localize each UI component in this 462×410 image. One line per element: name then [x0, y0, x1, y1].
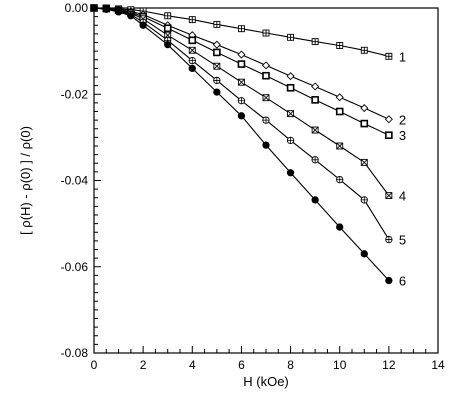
data-point [360, 119, 369, 128]
data-point [360, 250, 368, 258]
data-point [102, 5, 110, 13]
data-point [164, 41, 172, 49]
data-point [384, 115, 393, 124]
data-point [287, 33, 295, 41]
data-point [287, 110, 295, 118]
data-point [385, 235, 393, 244]
series-label: 4 [399, 189, 406, 204]
data-point [262, 94, 270, 102]
data-point [164, 12, 172, 20]
y-tick-label: -0.06 [61, 260, 89, 274]
data-point [311, 96, 319, 104]
series-label: 6 [399, 274, 406, 289]
data-point [262, 141, 270, 149]
plot-area: 0 2 4 6 8 10 12 14 0.00-0.02-0.04-0.06-0.08 123… [61, 1, 445, 372]
x-tick-label: 8 [287, 358, 294, 372]
data-point [237, 97, 246, 105]
data-point [213, 62, 221, 70]
x-tick-label: 4 [189, 358, 196, 372]
data-point [237, 25, 245, 33]
data-point [262, 29, 270, 37]
data-point [188, 64, 196, 73]
data-point [237, 50, 246, 59]
data-point [360, 196, 368, 204]
y-tick-label: -0.04 [61, 174, 89, 188]
data-point [311, 156, 319, 164]
data-point [237, 112, 246, 120]
data-point [286, 136, 295, 145]
fit-lines [93, 7, 390, 281]
data-point [213, 20, 221, 28]
series-label: 2 [399, 112, 406, 127]
data-point [336, 42, 344, 49]
data-point [335, 93, 344, 102]
data-point [360, 104, 369, 113]
data-points [89, 3, 393, 285]
data-point [262, 116, 270, 124]
data-point [336, 223, 344, 231]
x-tick-label: 6 [238, 358, 245, 372]
data-point [237, 78, 245, 86]
data-point [90, 4, 98, 12]
x-tick-label: 12 [382, 358, 396, 372]
data-point [385, 52, 393, 60]
data-point [188, 56, 196, 65]
series-label: 5 [399, 233, 406, 248]
data-point [311, 126, 319, 134]
data-point [286, 72, 295, 81]
series-fit-line [93, 7, 390, 281]
data-point [336, 175, 344, 184]
x-axis-label: H (kOe) [243, 374, 289, 389]
data-point [212, 40, 221, 49]
data-point [335, 107, 344, 116]
plot-frame [93, 7, 439, 354]
data-point [237, 60, 246, 68]
x-tick-label: 2 [140, 358, 147, 372]
data-point [286, 169, 295, 177]
y-tick-label: -0.08 [61, 346, 89, 360]
y-axis-label: [ ρ(H) - ρ(0) ] / ρ(0) [18, 126, 33, 235]
data-point [188, 36, 197, 45]
y-axis: 0.00 -0.02 -0.04 -0.06 -0.08 [61, 1, 101, 360]
data-point [286, 83, 295, 92]
data-point [213, 48, 221, 57]
data-point [114, 8, 123, 16]
data-point [311, 196, 319, 204]
data-point [213, 76, 221, 85]
x-tick-label: 10 [333, 358, 347, 372]
data-point [385, 276, 393, 285]
data-point [139, 21, 147, 29]
data-point [311, 38, 319, 46]
series-label: 3 [399, 128, 406, 143]
data-point [163, 24, 172, 33]
data-point [311, 82, 320, 91]
data-point [360, 158, 368, 166]
y-tick-label: -0.02 [61, 87, 89, 101]
series-fit-line [93, 7, 390, 240]
x-tick-label: 0 [91, 358, 98, 372]
data-point [336, 142, 344, 150]
data-point [127, 12, 135, 20]
data-point [262, 71, 270, 80]
series-label: 1 [399, 49, 406, 64]
data-point [385, 131, 393, 140]
x-tick-label: 14 [431, 358, 445, 372]
data-point [188, 16, 196, 24]
data-point [360, 46, 368, 54]
data-point [188, 46, 196, 54]
data-point [385, 192, 393, 200]
y-tick-label: 0.00 [65, 1, 89, 15]
data-point [261, 61, 271, 70]
x-axis: 0 2 4 6 8 10 12 14 [91, 346, 445, 372]
data-point [213, 88, 221, 96]
